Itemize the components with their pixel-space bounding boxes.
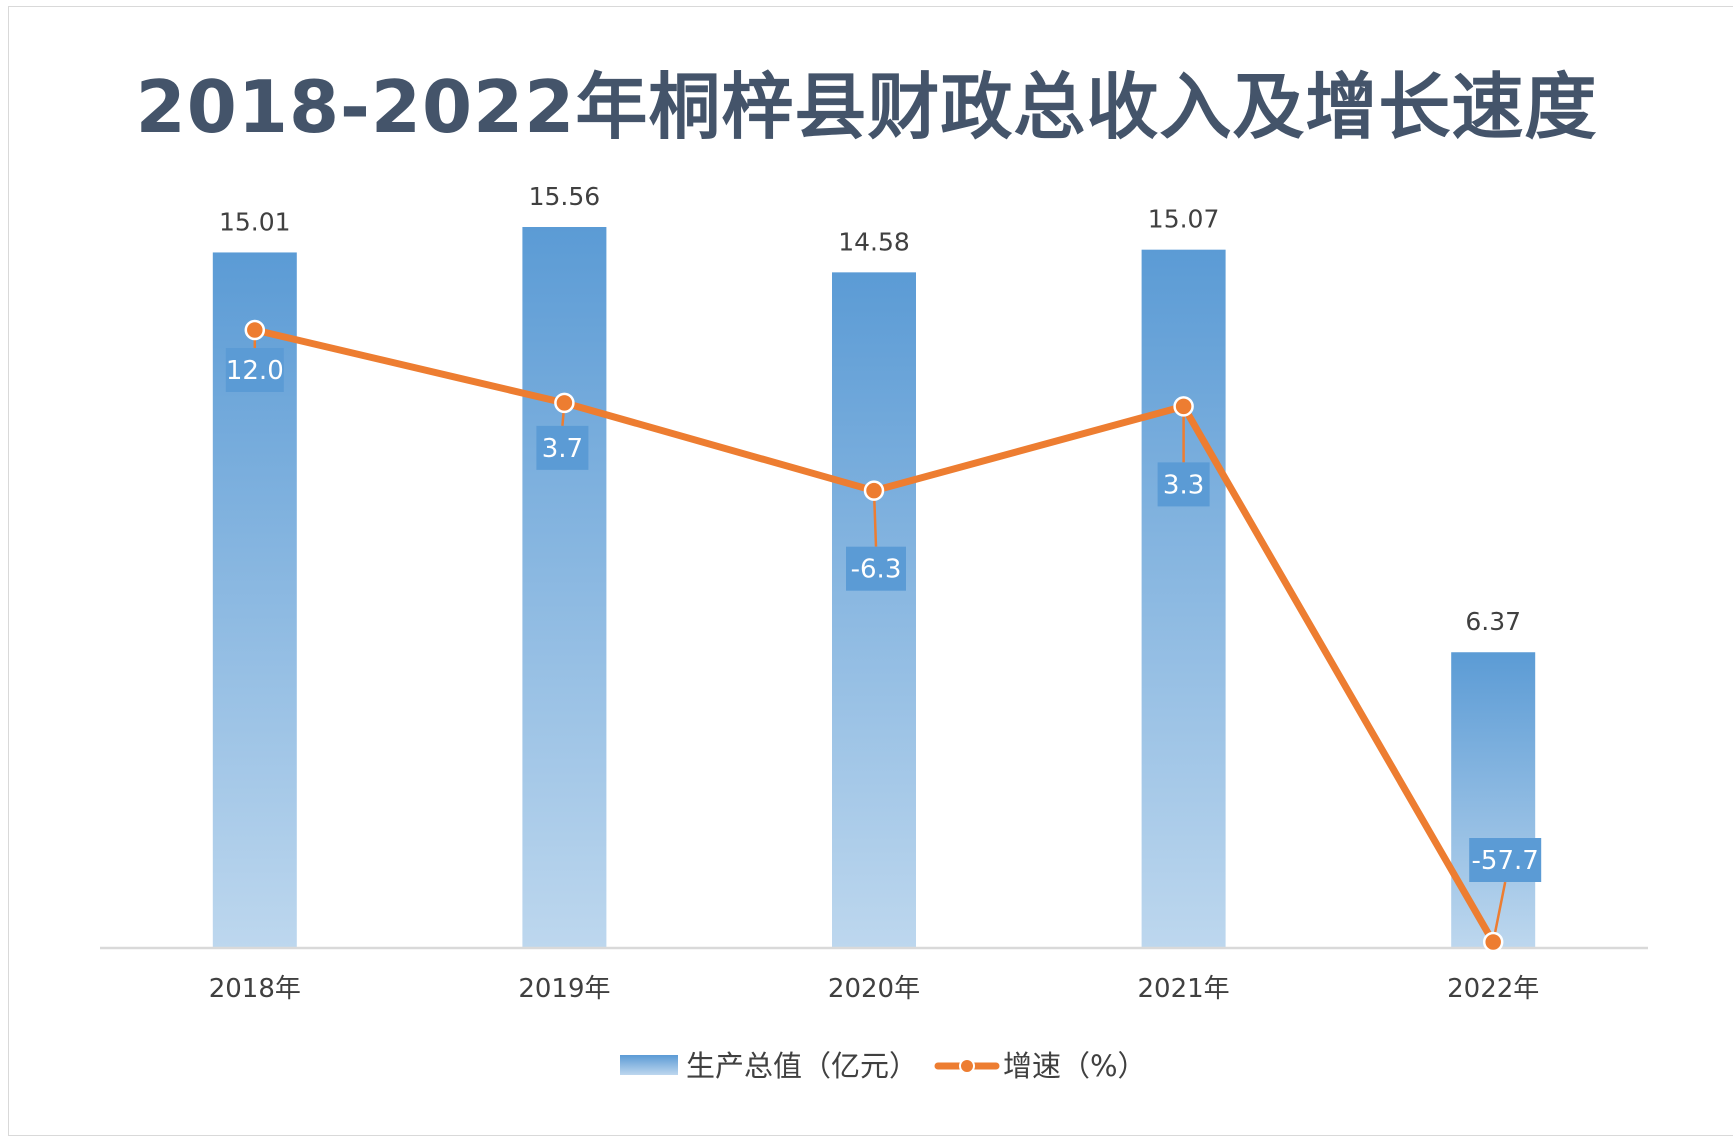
x-tick-label-4: 2022年 (1447, 974, 1539, 1004)
growth-point-3 (1173, 396, 1194, 417)
legend-line-marker (959, 1058, 975, 1074)
rate-label-2: -6.3 (851, 555, 902, 585)
legend-bar-label: 生产总值（亿元） (686, 1049, 918, 1083)
bar-value-label-1: 15.56 (529, 182, 601, 211)
growth-point-2 (863, 480, 885, 501)
x-tick-label-3: 2021年 (1138, 974, 1230, 1004)
legend-bar-swatch (620, 1055, 678, 1075)
growth-point-0 (244, 319, 266, 341)
growth-point-1 (554, 392, 575, 414)
legend-line-label: 增速（%） (1003, 1049, 1147, 1083)
rate-label-4: -57.7 (1472, 846, 1539, 876)
rate-label-box-1 (536, 425, 589, 470)
chart-canvas: 15.01 15.56 14.58 15.07 6.37 2018年 2019年 2020年… (100, 182, 1648, 1083)
growth-point-4 (1482, 931, 1504, 953)
rate-label-box-4 (1469, 838, 1542, 882)
rate-label-3: 3.3 (1163, 470, 1204, 500)
bar-value-label-2: 14.58 (838, 227, 910, 256)
x-tick-label-2: 2020年 (828, 974, 920, 1004)
rate-label-1: 3.7 (542, 434, 583, 464)
bar-4 (1451, 652, 1536, 947)
rate-label-box-0 (225, 348, 284, 392)
bar-value-label-4: 6.37 (1465, 607, 1521, 636)
bar-3 (1141, 249, 1226, 947)
rate-label-box-3 (1157, 462, 1210, 507)
rate-label-box-2 (846, 546, 906, 591)
x-tick-label-0: 2018年 (209, 974, 301, 1004)
bar-value-label-0: 15.01 (219, 207, 291, 236)
bar-value-label-3: 15.07 (1148, 205, 1220, 234)
bar-1 (522, 227, 607, 947)
chart-title: 2018-2022年桐梓县财政总收入及增长速度 (135, 65, 1598, 149)
x-tick-label-1: 2019年 (518, 974, 610, 1004)
rate-label-0: 12.0 (226, 356, 284, 386)
bar-2 (832, 272, 916, 947)
